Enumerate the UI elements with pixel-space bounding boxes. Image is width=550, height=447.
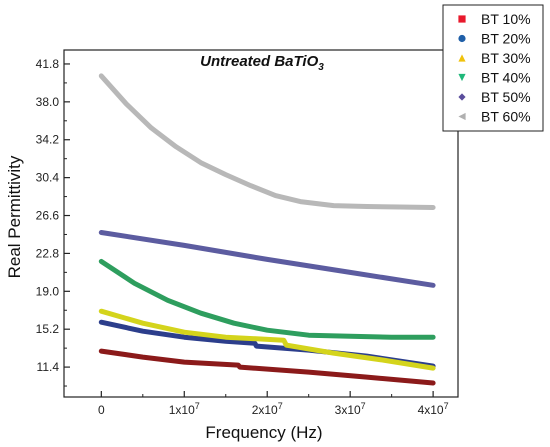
legend-marker <box>458 34 466 43</box>
legend-box <box>442 4 544 132</box>
y-tick-label: 26.6 <box>36 209 60 223</box>
legend: BT 10% BT 20% BT 30% BT 40% BT 50% BT 60% <box>442 4 544 132</box>
x-tick-label: 0 <box>98 403 105 417</box>
y-tick-label: 34.2 <box>36 133 60 147</box>
y-tick-label: 22.8 <box>36 246 60 260</box>
legend-marker <box>458 93 466 101</box>
legend-label: BT 60% <box>481 109 531 125</box>
x-tick-label: 4x107 <box>418 401 449 417</box>
plot-frame <box>63 49 459 398</box>
x-tick-label: 1x107 <box>169 401 200 417</box>
legend-label: BT 40% <box>481 70 531 86</box>
legend-marker <box>458 112 466 121</box>
x-tick-label: 3x107 <box>335 401 366 417</box>
series-line-30pct <box>98 308 436 371</box>
y-tick-label: 41.8 <box>36 57 60 71</box>
legend-label: BT 20% <box>481 31 531 47</box>
y-tick-label: 15.2 <box>36 322 60 336</box>
legend-label: BT 10% <box>481 11 531 27</box>
y-tick-label: 11.4 <box>37 360 60 374</box>
series-line-50pct <box>98 230 436 288</box>
legend-marker <box>458 15 466 23</box>
legend-label: BT 50% <box>481 89 531 105</box>
series-layer <box>98 73 436 386</box>
legend-marker <box>458 73 466 82</box>
y-axis-title: Real Permittivity <box>5 155 24 278</box>
axis-layer: 11.4 15.2 19.0 22.8 26.6 30.4 34.2 38.0 41.8 0 1x1… <box>36 57 449 417</box>
y-tick-label: 30.4 <box>36 171 60 185</box>
series-line-60pct <box>98 73 436 210</box>
x-tick-label: 2x107 <box>252 401 283 417</box>
legend-label: BT 30% <box>481 50 531 66</box>
chart-title: Untreated BaTiO3 <box>200 53 324 73</box>
y-tick-label: 38.0 <box>36 95 60 109</box>
series-line-40pct <box>98 258 436 340</box>
series-line-10pct <box>98 348 436 386</box>
y-tick-label: 19.0 <box>36 284 60 298</box>
legend-marker <box>458 54 466 62</box>
plot-area-border <box>63 49 459 398</box>
x-axis-title: Frequency (Hz) <box>205 423 322 442</box>
